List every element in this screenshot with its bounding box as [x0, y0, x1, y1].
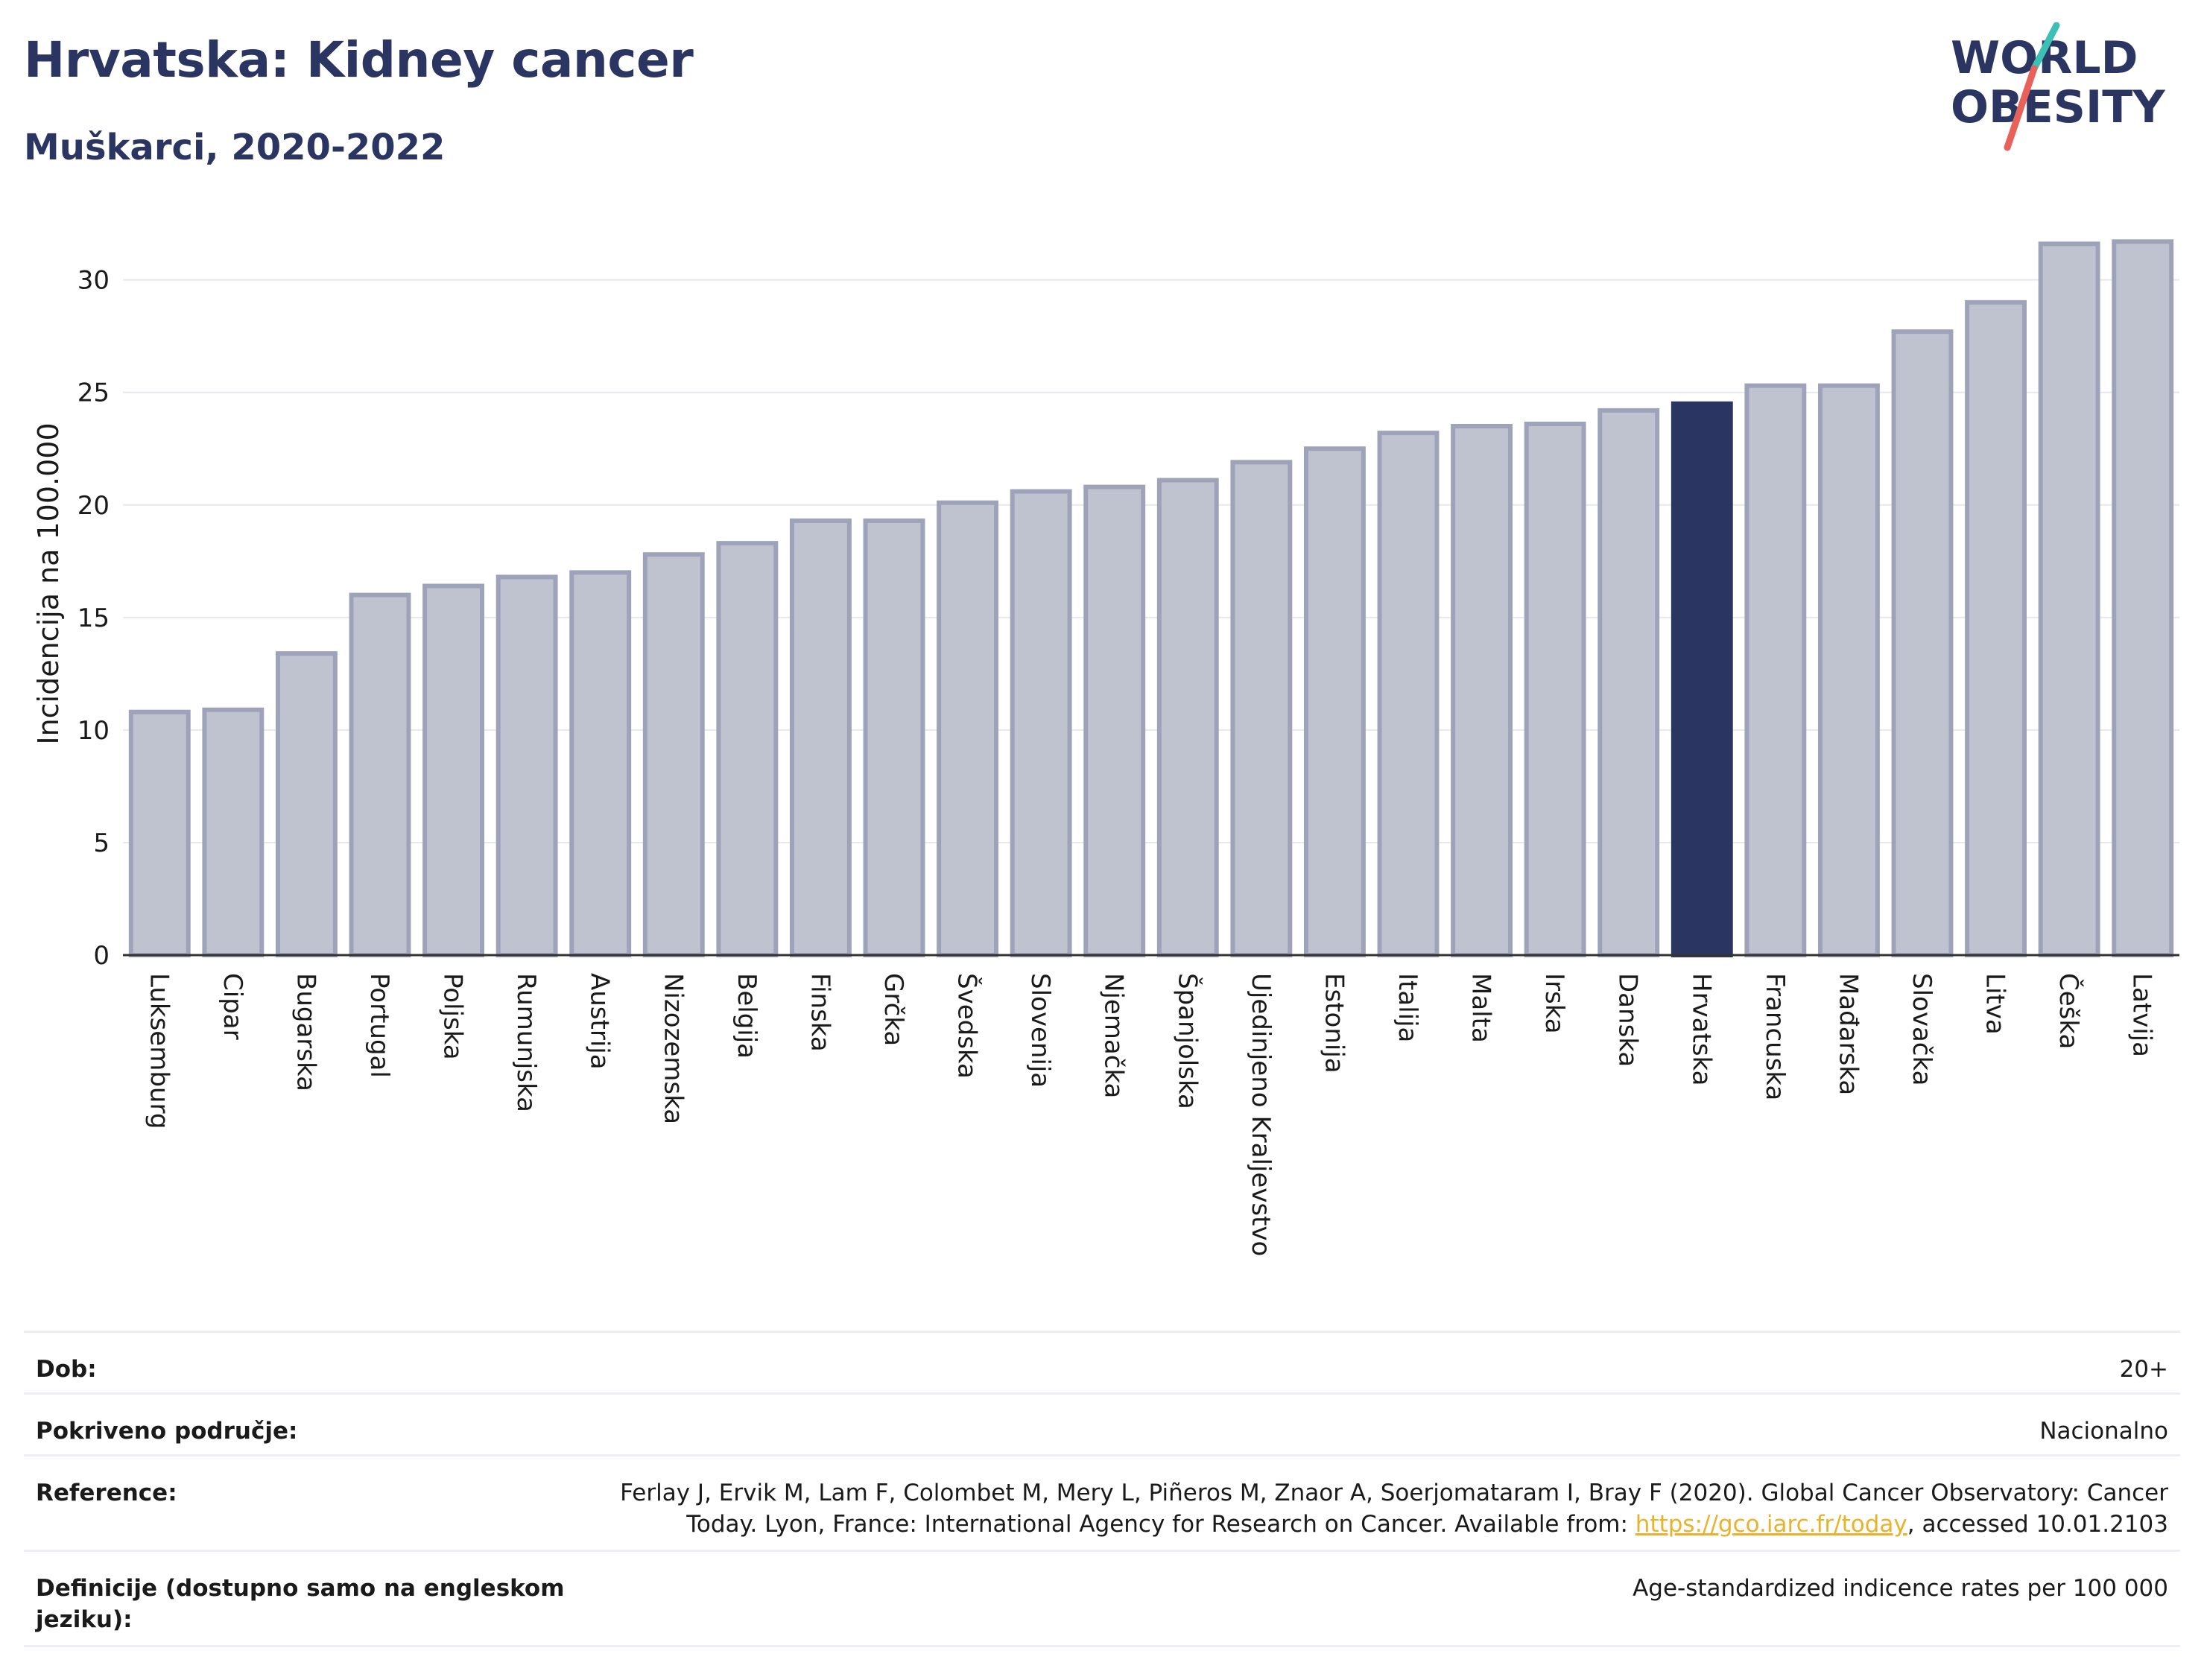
x-tick-label: Cipar [218, 973, 247, 1040]
page-subtitle: Muškarci, 2020-2022 [24, 127, 446, 168]
metadata-table: Dob: 20+ Pokriveno područje: Nacionalno … [24, 1331, 2180, 1647]
x-tick-label: Portugal [364, 973, 394, 1078]
bar [1891, 329, 1954, 957]
meta-age-value: 20+ [2119, 1356, 2168, 1383]
x-tick-label: Finska [805, 973, 835, 1052]
bar [1671, 401, 1733, 957]
x-tick-label: Malta [1466, 973, 1496, 1043]
bar [202, 707, 265, 957]
y-tick-label: 20 [77, 491, 110, 521]
y-tick-label: 30 [77, 266, 110, 296]
x-tick-label: Danska [1613, 973, 1643, 1067]
meta-age-label: Dob: [36, 1356, 97, 1383]
logo-text-obesity: OBESITY [1951, 81, 2166, 133]
bar [275, 651, 338, 958]
x-tick-label: Belgija [732, 973, 761, 1059]
x-tick-label: Rumunjska [511, 973, 541, 1112]
x-tick-label: Latvija [2127, 973, 2157, 1057]
x-tick-label: Mađarska [1833, 973, 1863, 1095]
y-tick-label: 25 [77, 378, 110, 408]
meta-row-age: Dob: 20+ [24, 1331, 2180, 1392]
meta-row-definitions: Definicije (dostupno samo na engleskom j… [24, 1550, 2180, 1647]
bar [1451, 424, 1513, 957]
x-tick-label: Ujedinjeno Kraljevstvo [1246, 973, 1276, 1256]
y-tick-label: 5 [93, 828, 110, 858]
logo-slash-teal [2030, 22, 2060, 72]
bar [1156, 478, 1219, 957]
x-tick-label: Hrvatska [1686, 973, 1716, 1085]
x-tick-label: Španjolska [1172, 973, 1203, 1109]
bar [1744, 383, 1807, 957]
bar [2038, 241, 2100, 957]
page-title: Hrvatska: Kidney cancer [24, 31, 694, 89]
bar [1524, 421, 1586, 957]
x-tick-label: Italija [1393, 973, 1422, 1042]
meta-reference-value: Ferlay J, Ervik M, Lam F, Colombet M, Me… [604, 1477, 2168, 1540]
x-tick-label: Francuska [1760, 973, 1790, 1100]
meta-row-coverage: Pokriveno područje: Nacionalno [24, 1392, 2180, 1454]
x-tick-label: Austrija [585, 973, 615, 1070]
meta-definitions-label: Definicije (dostupno samo na engleskom j… [36, 1575, 565, 1633]
bar [128, 709, 191, 958]
bar [422, 583, 485, 958]
x-tick-label: Estonija [1319, 973, 1349, 1074]
bar [716, 541, 779, 957]
x-tick-label: Nizozemska [658, 973, 688, 1124]
bar [1377, 431, 1440, 957]
bar [1965, 299, 2027, 957]
x-tick-label: Luksemburg [144, 973, 174, 1129]
x-tick-label: Češka [2053, 973, 2084, 1049]
bar [1230, 460, 1293, 957]
bar [495, 574, 558, 957]
meta-coverage-value: Nacionalno [2039, 1418, 2168, 1445]
x-tick-label: Slovačka [1907, 973, 1937, 1085]
meta-coverage-label: Pokriveno područje: [36, 1418, 298, 1445]
y-axis-label: Incidencija na 100.000 [32, 422, 65, 744]
bar [569, 570, 632, 957]
x-tick-label: Švedska [952, 973, 983, 1079]
x-tick-label: Grčka [878, 973, 908, 1046]
x-tick-label: Litva [1980, 973, 2010, 1035]
y-tick-label: 15 [77, 603, 110, 633]
x-tick-label: Bugarska [291, 973, 320, 1091]
reference-accessed: , accessed 10.01.2103 [1907, 1511, 2168, 1538]
reference-text: Ferlay J, Ervik M, Lam F, Colombet M, Me… [620, 1480, 2168, 1538]
meta-reference-label: Reference: [36, 1480, 177, 1506]
bar-chart: 0 5 10 15 20 25 30 Incidencija na 100.000 Luksem… [32, 239, 2179, 1256]
x-tick-label: Slovenija [1025, 973, 1055, 1088]
bar [1010, 489, 1072, 957]
meta-definitions-value: Age-standardized indicence rates per 100… [1633, 1575, 2168, 1602]
bar [642, 552, 705, 957]
x-tick-label: Njemačka [1099, 973, 1129, 1098]
bar [1597, 408, 1660, 957]
y-tick-label: 0 [93, 941, 110, 971]
y-tick-label: 10 [77, 716, 110, 746]
reference-link[interactable]: https://gco.iarc.fr/today [1635, 1511, 1907, 1538]
bar [1083, 484, 1146, 957]
bar [349, 592, 411, 958]
logo-text-world: WORLD [1951, 32, 2138, 84]
x-tick-label: Poljska [438, 973, 468, 1060]
bar [789, 518, 852, 957]
meta-row-reference: Reference: Ferlay J, Ervik M, Lam F, Col… [24, 1454, 2180, 1550]
bar [1817, 383, 1880, 957]
bar [863, 518, 925, 957]
logo-slash-red [2004, 65, 2038, 151]
bar [1303, 446, 1366, 957]
world-obesity-logo: WORLD OBESITY [1951, 22, 2166, 151]
bar [2112, 239, 2174, 957]
bar [937, 500, 999, 957]
x-tick-label: Irska [1539, 973, 1569, 1034]
